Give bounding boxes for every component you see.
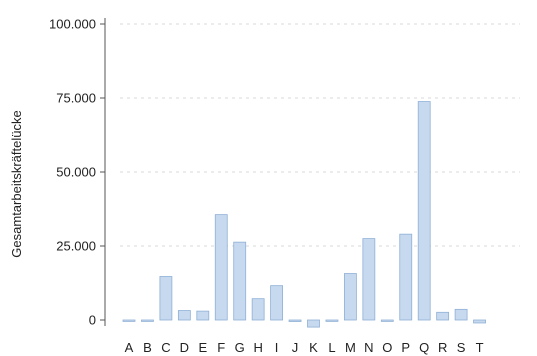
bar-I	[270, 285, 284, 321]
bar-C	[159, 276, 173, 321]
bar-S	[454, 308, 468, 321]
bar-B	[141, 319, 154, 322]
bar-F	[214, 214, 228, 321]
y-tick-label: 0	[89, 313, 96, 328]
x-tick-label: L	[328, 340, 335, 355]
x-tick-label: C	[161, 340, 170, 355]
bar-R	[436, 311, 450, 321]
bar-H	[251, 298, 265, 321]
bar-N	[362, 238, 376, 321]
x-tick-label: H	[253, 340, 262, 355]
x-tick-label: T	[476, 340, 484, 355]
x-tick-label: G	[235, 340, 245, 355]
x-tick-label: P	[401, 340, 410, 355]
bar-Q	[417, 101, 431, 321]
x-tick-label: F	[217, 340, 225, 355]
bar-D	[177, 310, 191, 321]
bar-G	[233, 241, 247, 321]
bars	[122, 101, 486, 328]
x-tick-label: S	[457, 340, 466, 355]
x-tick-label: R	[438, 340, 447, 355]
y-tick-label: 25.000	[56, 239, 96, 254]
bar-K	[307, 319, 320, 328]
y-tick-label: 50.000	[56, 165, 96, 180]
x-tick-label: M	[345, 340, 356, 355]
bar-A	[122, 319, 136, 322]
x-tick-label: I	[275, 340, 279, 355]
y-axis-title: Gesamtarbeitskräftelücke	[9, 110, 24, 257]
x-tick-label: D	[180, 340, 189, 355]
y-tick-label: 75.000	[56, 91, 96, 106]
x-tick-label: A	[125, 340, 134, 355]
bar-T	[473, 319, 486, 324]
x-tick-label: J	[292, 340, 299, 355]
x-tick-label: B	[143, 340, 152, 355]
grid-lines	[120, 23, 520, 247]
y-tick-labels: 0 25.000 50.000 75.000 100.000	[49, 17, 96, 328]
x-tick-label: E	[198, 340, 207, 355]
x-tick-label: K	[309, 340, 318, 355]
bar-M	[343, 273, 357, 321]
bar-O	[380, 319, 394, 322]
bar-E	[196, 310, 210, 321]
x-tick-label: O	[382, 340, 392, 355]
bar-P	[399, 233, 413, 321]
y-axis	[100, 18, 106, 326]
y-tick-label: 100.000	[49, 17, 96, 32]
x-tick-label: Q	[419, 340, 429, 355]
bar-L	[325, 319, 339, 322]
bar-J	[288, 319, 302, 322]
x-tick-label: N	[364, 340, 373, 355]
